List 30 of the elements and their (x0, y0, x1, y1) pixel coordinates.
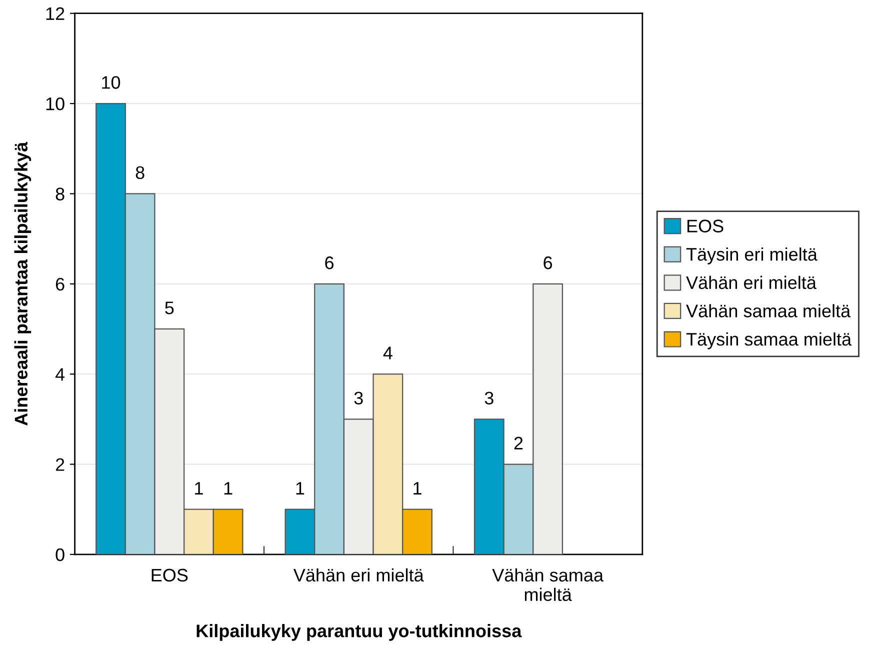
data-label: 6 (325, 256, 334, 270)
y-tick-label: 0 (56, 548, 64, 562)
y-tick-label: 12 (46, 7, 64, 20)
data-label: 5 (165, 302, 174, 314)
legend-label: Vähän samaa mieltä (686, 304, 851, 318)
data-label: 10 (102, 76, 120, 89)
x-tick-label: Vähän eri mieltä (293, 568, 424, 582)
x-axis-title: Kilpailukyky parantuu yo-tutkinnoissa (196, 624, 522, 641)
data-label: 4 (383, 346, 392, 360)
data-label: 6 (544, 256, 552, 270)
data-label: 2 (514, 436, 523, 450)
y-tick-label: 6 (56, 278, 64, 291)
data-label: 3 (484, 392, 494, 404)
y-axis-title: Ainereaali parantaa kilpailukykyä (14, 142, 32, 426)
legend-label: Vähän eri mieltä (686, 276, 816, 290)
data-label: 1 (296, 482, 304, 494)
y-tick-label: 2 (56, 458, 64, 471)
data-label: 1 (224, 482, 232, 494)
y-tick-label: 10 (46, 97, 64, 110)
x-tick-label: Vähän samaa mieltä (492, 568, 604, 602)
y-tick-label: 4 (55, 368, 65, 381)
y-tick-label: 8 (56, 188, 64, 200)
legend-label: Täysin eri mieltä (686, 248, 818, 264)
x-tick-label: EOS (152, 568, 188, 582)
data-label: 1 (414, 482, 422, 494)
data-label: 3 (354, 392, 363, 404)
data-label: 8 (136, 166, 144, 180)
legend-label: Täysin samaa mieltä (686, 332, 852, 350)
legend-label: EOS (687, 220, 724, 232)
data-label: 1 (195, 482, 203, 494)
